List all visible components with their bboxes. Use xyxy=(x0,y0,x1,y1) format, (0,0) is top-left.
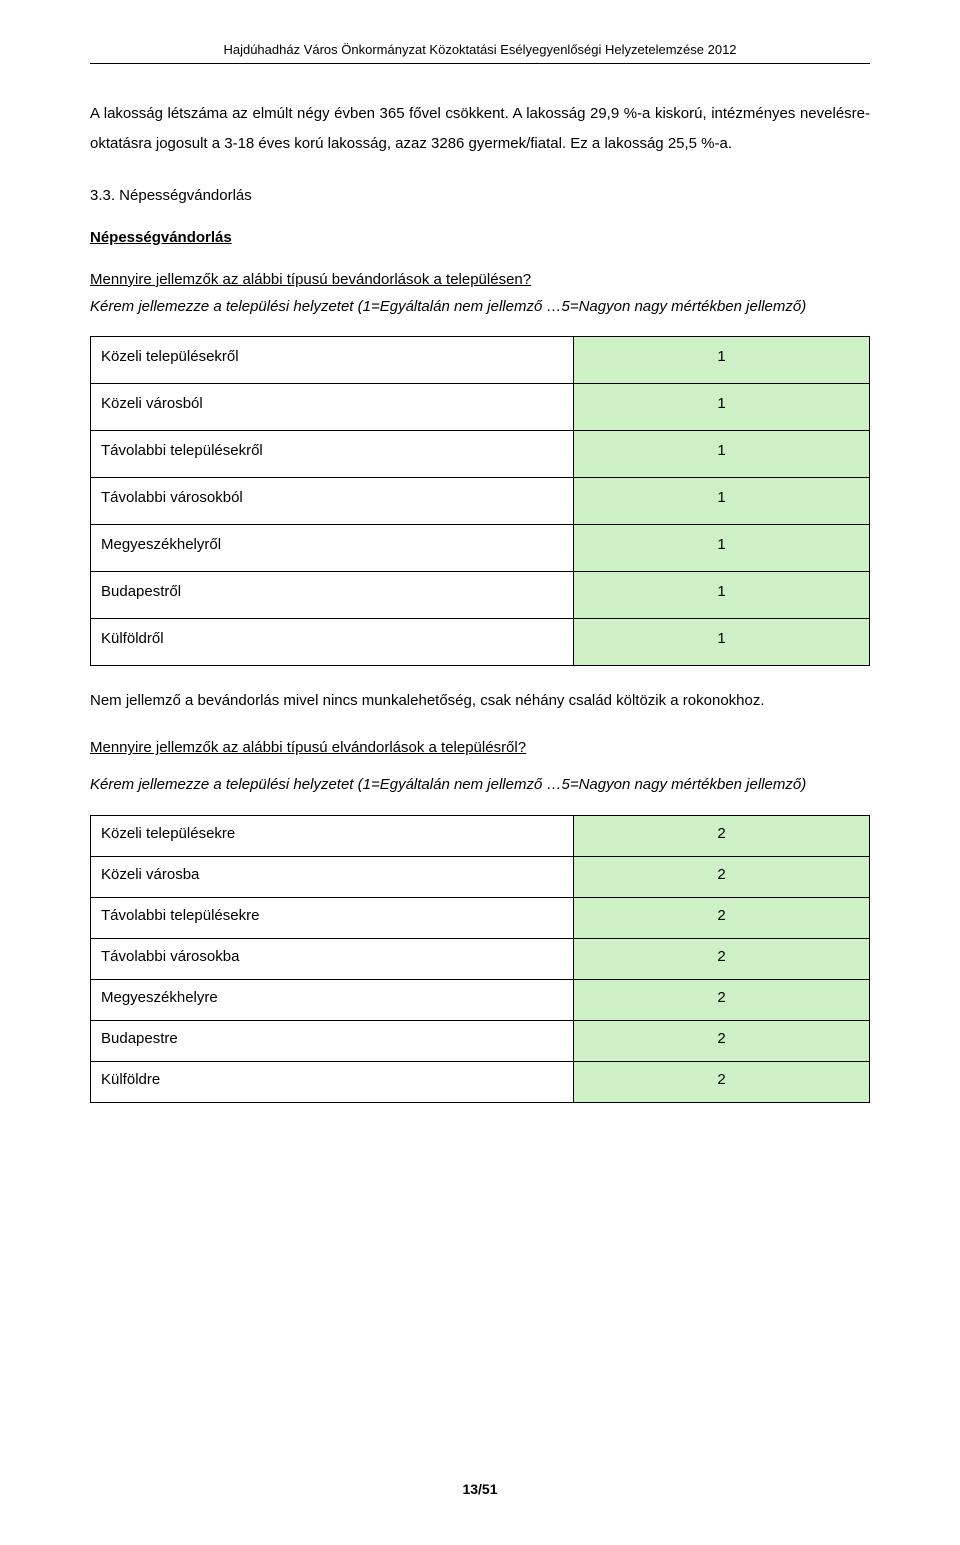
row-label: Budapestről xyxy=(91,572,574,619)
section-heading: Népességvándorlás xyxy=(90,226,870,250)
table-row: Távolabbi településekre 2 xyxy=(91,897,870,938)
table-row: Közeli településekről 1 xyxy=(91,337,870,384)
row-label: Távolabbi településekről xyxy=(91,431,574,478)
row-label: Megyeszékhelyről xyxy=(91,525,574,572)
question-2: Mennyire jellemzők az alábbi típusú elvá… xyxy=(90,736,870,760)
row-label: Külföldről xyxy=(91,619,574,666)
table-row: Távolabbi városokból 1 xyxy=(91,478,870,525)
row-label: Távolabbi városokba xyxy=(91,938,574,979)
row-value: 2 xyxy=(573,938,869,979)
row-value: 1 xyxy=(573,619,869,666)
row-value: 1 xyxy=(573,478,869,525)
row-value: 2 xyxy=(573,979,869,1020)
table-row: Közeli városból 1 xyxy=(91,384,870,431)
row-label: Közeli városba xyxy=(91,856,574,897)
table-row: Megyeszékhelyre 2 xyxy=(91,979,870,1020)
intro-paragraph: A lakosság létszáma az elmúlt négy évben… xyxy=(90,99,870,159)
table-row: Közeli településekre 2 xyxy=(91,815,870,856)
table-row: Külföldre 2 xyxy=(91,1061,870,1102)
row-value: 2 xyxy=(573,1061,869,1102)
row-value: 2 xyxy=(573,897,869,938)
row-label: Külföldre xyxy=(91,1061,574,1102)
question-1: Mennyire jellemzők az alábbi típusú bevá… xyxy=(90,268,870,292)
row-value: 1 xyxy=(573,384,869,431)
immigration-table: Közeli településekről 1 Közeli városból … xyxy=(90,336,870,666)
table-row: Külföldről 1 xyxy=(91,619,870,666)
row-label: Budapestre xyxy=(91,1020,574,1061)
table-row: Közeli városba 2 xyxy=(91,856,870,897)
row-value: 2 xyxy=(573,815,869,856)
row-value: 1 xyxy=(573,525,869,572)
row-label: Közeli városból xyxy=(91,384,574,431)
row-label: Távolabbi településekre xyxy=(91,897,574,938)
between-paragraph: Nem jellemző a bevándorlás mivel nincs m… xyxy=(90,686,870,716)
row-value: 1 xyxy=(573,431,869,478)
table-row: Budapestre 2 xyxy=(91,1020,870,1061)
row-label: Közeli településekre xyxy=(91,815,574,856)
table-row: Távolabbi településekről 1 xyxy=(91,431,870,478)
instruction-2: Kérem jellemezze a települési helyzetet … xyxy=(90,774,870,797)
row-label: Közeli településekről xyxy=(91,337,574,384)
row-label: Távolabbi városokból xyxy=(91,478,574,525)
table-row: Távolabbi városokba 2 xyxy=(91,938,870,979)
table-row: Budapestről 1 xyxy=(91,572,870,619)
page-header: Hajdúhadház Város Önkormányzat Közoktatá… xyxy=(90,40,870,64)
row-value: 1 xyxy=(573,572,869,619)
row-value: 2 xyxy=(573,856,869,897)
emigration-table: Közeli településekre 2 Közeli városba 2 … xyxy=(90,815,870,1103)
section-number-title: 3.3. Népességvándorlás xyxy=(90,184,870,208)
row-value: 1 xyxy=(573,337,869,384)
page-number: 13/51 xyxy=(0,1478,960,1500)
table-row: Megyeszékhelyről 1 xyxy=(91,525,870,572)
row-label: Megyeszékhelyre xyxy=(91,979,574,1020)
row-value: 2 xyxy=(573,1020,869,1061)
instruction-1: Kérem jellemezze a települési helyzetet … xyxy=(90,296,870,319)
